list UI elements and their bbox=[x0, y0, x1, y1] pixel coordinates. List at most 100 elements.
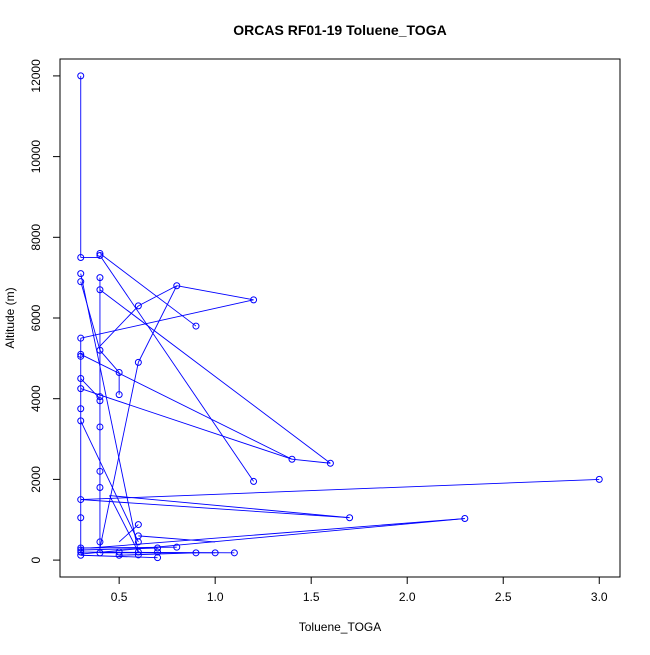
series-line-segment bbox=[99, 349, 120, 373]
y-tick-label: 0 bbox=[29, 556, 43, 563]
data-point bbox=[115, 551, 123, 559]
data-point bbox=[173, 282, 181, 290]
data-point bbox=[96, 549, 104, 557]
series-line-segment bbox=[80, 388, 293, 460]
x-axis: 0.5 1.0 1.5 2.0 2.5 3.0 bbox=[111, 576, 608, 604]
data-point bbox=[461, 515, 469, 523]
data-point bbox=[96, 286, 104, 294]
data-point bbox=[154, 554, 162, 562]
series-line-segment bbox=[118, 524, 139, 543]
data-point bbox=[346, 514, 354, 522]
data-point bbox=[96, 249, 104, 257]
data-point bbox=[211, 549, 219, 557]
data-point bbox=[77, 375, 85, 383]
data-point bbox=[192, 322, 200, 330]
data-point bbox=[96, 467, 104, 475]
data-point bbox=[134, 358, 142, 366]
data-point bbox=[77, 496, 85, 504]
series-line-segment bbox=[99, 362, 139, 549]
data-point bbox=[173, 543, 181, 551]
x-axis-label: Toluene_TOGA bbox=[299, 620, 382, 634]
data-point bbox=[77, 385, 85, 393]
x-tick-label: 3.0 bbox=[591, 590, 608, 604]
x-tick-label: 0.5 bbox=[111, 590, 128, 604]
series-line-segment bbox=[80, 499, 350, 519]
y-tick-label: 4000 bbox=[29, 385, 43, 412]
series-line-segment bbox=[80, 420, 139, 543]
data-point bbox=[77, 546, 85, 554]
series-points bbox=[77, 72, 603, 562]
data-point bbox=[96, 538, 104, 546]
series-line-segment bbox=[99, 289, 331, 464]
series-line-segment bbox=[90, 518, 465, 549]
data-point bbox=[77, 270, 85, 278]
data-point bbox=[115, 391, 123, 399]
plot-frame bbox=[59, 58, 621, 578]
data-point bbox=[77, 334, 85, 342]
series-line-segment bbox=[99, 305, 139, 347]
series-lines bbox=[80, 75, 600, 559]
data-point bbox=[250, 296, 258, 304]
data-point bbox=[595, 475, 603, 483]
data-point bbox=[134, 521, 142, 529]
data-point bbox=[134, 302, 142, 310]
data-point bbox=[77, 253, 85, 261]
data-point bbox=[115, 368, 123, 376]
x-tick-label: 2.5 bbox=[495, 590, 512, 604]
series-line-segment bbox=[137, 285, 178, 363]
data-point bbox=[96, 423, 104, 431]
data-point bbox=[77, 551, 85, 559]
series-line-segment bbox=[80, 353, 293, 460]
data-point bbox=[288, 455, 296, 463]
series-line-segment bbox=[80, 518, 465, 555]
series-line-segment bbox=[138, 535, 216, 543]
series-line-segment bbox=[291, 458, 331, 464]
data-point bbox=[326, 459, 334, 467]
data-point bbox=[96, 483, 104, 491]
data-point bbox=[154, 544, 162, 552]
series-line-segment bbox=[80, 478, 600, 501]
y-axis-label: Altitude (m) bbox=[3, 287, 17, 348]
y-tick-label: 2000 bbox=[29, 466, 43, 493]
data-point bbox=[77, 72, 85, 80]
data-point bbox=[77, 405, 85, 413]
y-tick-label: 10000 bbox=[29, 140, 43, 174]
data-point bbox=[134, 551, 142, 559]
data-point bbox=[77, 278, 85, 286]
series-line-segment bbox=[99, 253, 197, 327]
y-tick-label: 8000 bbox=[29, 224, 43, 251]
y-tick-label: 6000 bbox=[29, 304, 43, 331]
data-point bbox=[96, 274, 104, 282]
y-axis: 0 2000 4000 6000 8000 10000 12000 bbox=[29, 59, 61, 563]
data-point bbox=[96, 393, 104, 401]
series-line-segment bbox=[176, 285, 254, 301]
data-point bbox=[77, 548, 85, 556]
x-tick-label: 1.5 bbox=[303, 590, 320, 604]
data-point bbox=[230, 549, 238, 557]
data-point bbox=[134, 548, 142, 556]
series-line-segment bbox=[80, 299, 254, 339]
series-line-segment bbox=[138, 285, 177, 307]
series-line-segment bbox=[80, 281, 101, 351]
data-point bbox=[77, 350, 85, 358]
series-line-segment bbox=[99, 255, 254, 482]
series-line-segment bbox=[80, 554, 158, 559]
data-point bbox=[192, 549, 200, 557]
y-tick-label: 12000 bbox=[29, 59, 43, 93]
x-tick-label: 1.0 bbox=[207, 590, 224, 604]
data-point bbox=[96, 346, 104, 354]
series-line-segment bbox=[119, 552, 196, 556]
series-line-segment bbox=[109, 495, 139, 553]
data-point bbox=[250, 477, 258, 485]
series-line-segment bbox=[109, 495, 350, 519]
data-point bbox=[77, 417, 85, 425]
data-point bbox=[96, 397, 104, 405]
x-tick-label: 2.0 bbox=[399, 590, 416, 604]
data-point bbox=[96, 251, 104, 259]
data-point bbox=[77, 352, 85, 360]
data-point bbox=[77, 544, 85, 552]
data-point bbox=[77, 514, 85, 522]
series-line-segment bbox=[80, 273, 139, 553]
